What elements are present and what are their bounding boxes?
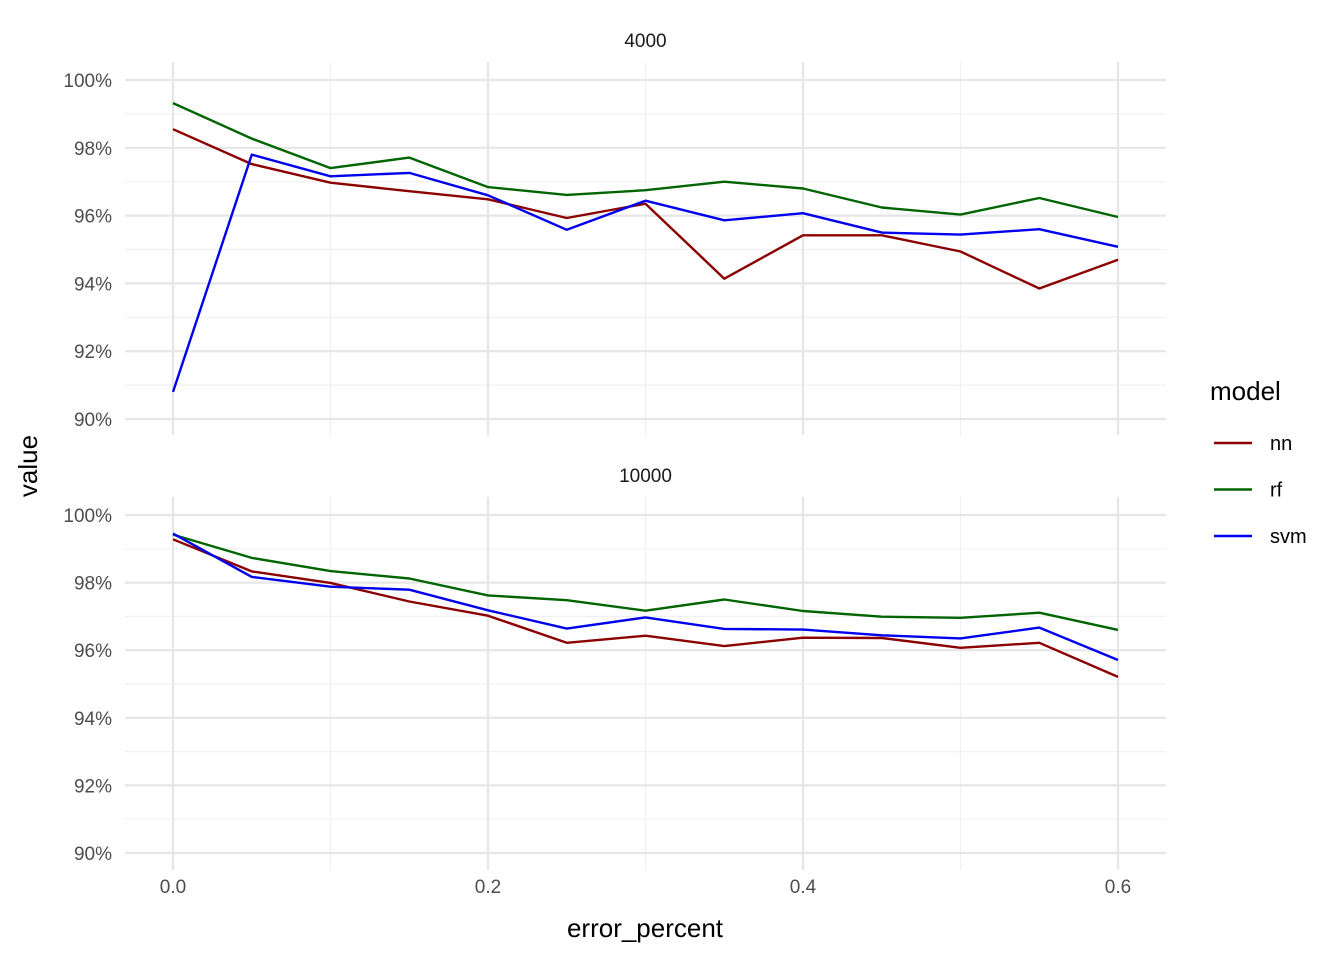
legend: model nn rf svm	[1210, 376, 1307, 548]
legend-label-rf: rf	[1270, 480, 1283, 502]
series-line-svm	[171, 153, 1119, 393]
series-line-nn	[172, 128, 1119, 290]
y-tick-label: 100%	[63, 71, 112, 92]
y-tick-label: 90%	[74, 410, 112, 431]
panels: 4000 90% 92% 94% 96% 98% 100% 10000 90% 92% 94% 96%…	[63, 31, 1166, 898]
legend-items: nn rf svm	[1214, 433, 1307, 548]
series-line-rf	[172, 102, 1119, 219]
series-line-rf	[172, 533, 1119, 632]
y-tick-label: 96%	[74, 207, 112, 228]
x-tick-label: 0.0	[160, 877, 186, 898]
legend-title: model	[1210, 376, 1281, 406]
y-tick-label: 96%	[74, 641, 112, 662]
panel-10000: 10000 90% 92% 94% 96% 98% 100% 0.0 0.2 0.4 0.6	[63, 466, 1166, 898]
series-line-nn	[172, 538, 1119, 679]
panel-strip-label: 10000	[619, 466, 672, 487]
x-tick-label: 0.6	[1105, 877, 1131, 898]
series-line-svm	[172, 532, 1119, 662]
panel-strip-label: 4000	[624, 31, 666, 52]
y-axis-title: value	[13, 435, 43, 497]
legend-label-svm: svm	[1270, 526, 1307, 548]
y-tick-label: 98%	[74, 574, 112, 595]
y-tick-label: 98%	[74, 139, 112, 160]
x-tick-label: 0.4	[790, 877, 817, 898]
y-tick-label: 92%	[74, 776, 112, 797]
panel-4000: 4000 90% 92% 94% 96% 98% 100%	[63, 31, 1166, 435]
y-tick-label: 92%	[74, 342, 112, 363]
y-tick-label: 90%	[74, 844, 112, 865]
y-tick-label: 94%	[74, 709, 112, 730]
y-tick-label: 94%	[74, 274, 112, 295]
x-axis-title: error_percent	[567, 913, 724, 943]
y-tick-label: 100%	[63, 506, 112, 527]
x-tick-label: 0.2	[475, 877, 501, 898]
legend-label-nn: nn	[1270, 433, 1292, 455]
